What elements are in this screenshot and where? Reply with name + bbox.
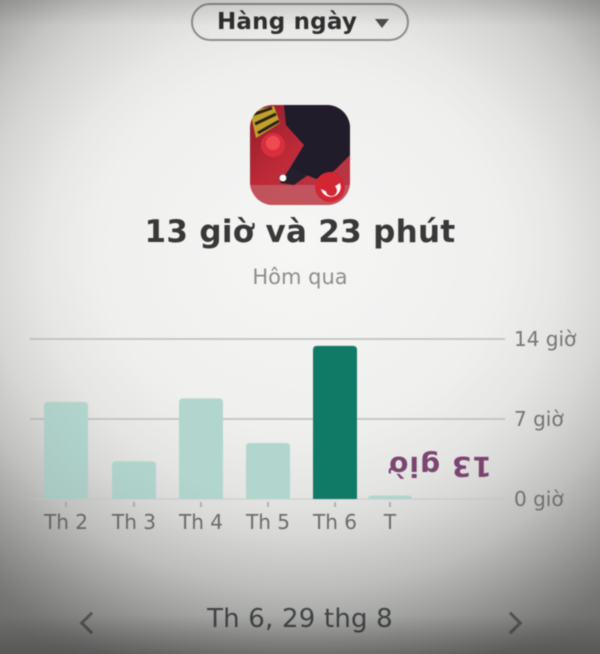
usage-duration: 13 giờ và 23 phút [144, 214, 456, 250]
category-label-0: Th 2 [43, 510, 88, 534]
ytick-label: 0 giờ [514, 487, 564, 511]
usage-bar-chart: 0 giờ 7 giờ 14 giờ Th 2 Th 3 Th 4 Th 5 Th 6 T 13 … [0, 320, 600, 555]
selected-bar-tooltip: 13 giờ [388, 450, 492, 483]
bar-Th-5[interactable] [246, 443, 290, 499]
selected-date-label: Th 6, 29 thg 8 [207, 604, 393, 634]
ytick-label: 14 giờ [514, 327, 577, 351]
bar-Th-2[interactable] [44, 401, 88, 499]
category-label-4: Th 6 [312, 510, 357, 534]
next-day-button[interactable] [492, 603, 536, 643]
bar-T[interactable] [368, 495, 412, 499]
period-dropdown[interactable]: Hàng ngày [190, 3, 410, 41]
chevron-right-icon [499, 611, 523, 635]
caret-down-icon [375, 18, 390, 28]
period-dropdown-label: Hàng ngày [216, 9, 358, 35]
usage-date-label: Hôm qua [252, 265, 348, 289]
ytick-label: 7 giờ [514, 407, 564, 431]
category-label-1: Th 3 [111, 510, 156, 534]
category-label-5: T [383, 510, 397, 534]
free-fire-app-icon[interactable] [250, 105, 350, 205]
bar-Th-4[interactable] [179, 398, 223, 499]
category-label-3: Th 5 [245, 510, 290, 534]
bar-Th-6[interactable] [313, 345, 357, 499]
category-label-2: Th 4 [178, 510, 223, 534]
bar-Th-3[interactable] [112, 461, 156, 499]
